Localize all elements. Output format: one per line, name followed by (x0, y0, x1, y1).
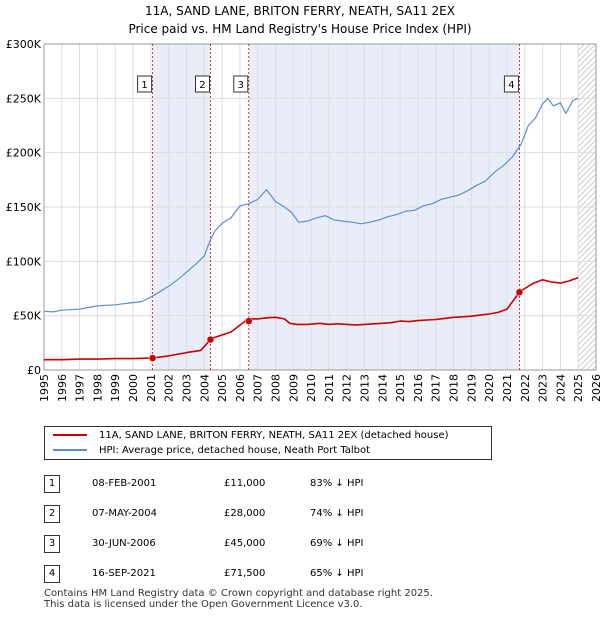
x-tick-label: 2009 (287, 374, 300, 402)
y-tick-label: £200K (6, 147, 42, 160)
x-tick-label: 1998 (91, 374, 104, 402)
x-tick-label: 2014 (376, 374, 389, 402)
sale-point (206, 335, 215, 344)
x-tick-label: 2024 (554, 374, 567, 402)
sale-number-badge: 3 (44, 535, 60, 553)
series-line-hpi (43, 97, 579, 313)
x-tick-label: 2018 (448, 374, 461, 402)
sale-point (245, 317, 253, 325)
sale-number-box-frame (137, 75, 153, 93)
sale-number-box: 1 (137, 75, 153, 93)
sale-row: 3 30-JUN-2006 £45,000 69% ↓ HPI (44, 535, 584, 553)
sale-point (148, 354, 157, 362)
legend-swatch-property (53, 434, 87, 436)
legend-label-hpi: HPI: Average price, detached house, Neat… (99, 445, 371, 456)
sale-number-label: 2 (199, 80, 205, 91)
x-tick-label: 2011 (323, 374, 336, 402)
sale-number-box-frame (194, 75, 210, 93)
series-line-property (44, 276, 579, 361)
sale-row: 1 08-FEB-2001 £11,000 83% ↓ HPI (44, 475, 584, 493)
legend-item-hpi: HPI: Average price, detached house, Neat… (53, 444, 370, 458)
sale-price: £28,000 (224, 508, 266, 519)
x-tick-label: 2004 (198, 374, 211, 402)
legend-label-property: 11A, SAND LANE, BRITON FERRY, NEATH, SA1… (99, 430, 449, 441)
x-tick-label: 2006 (234, 374, 247, 402)
x-tick-label: 2001 (145, 374, 158, 402)
legend: 11A, SAND LANE, BRITON FERRY, NEATH, SA1… (44, 426, 492, 460)
x-tick-label: 2008 (269, 374, 282, 402)
x-tick-label: 2015 (394, 374, 407, 402)
sale-number-badge: 2 (44, 505, 60, 523)
x-tick-label: 1995 (38, 374, 51, 402)
sale-number-badge: 1 (44, 475, 60, 493)
x-tick-label: 2020 (483, 374, 496, 402)
sale-number-box-frame (233, 75, 249, 93)
sale-hpi-diff: 83% ↓ HPI (310, 478, 364, 489)
y-tick-label: £300K (6, 38, 42, 51)
chart-title-line1: 11A, SAND LANE, BRITON FERRY, NEATH, SA1… (145, 4, 455, 18)
sale-number-label: 4 (508, 80, 514, 91)
plot-border (43, 43, 597, 371)
x-tick-label: 1996 (56, 374, 69, 402)
sale-hpi-diff: 65% ↓ HPI (310, 568, 364, 579)
y-tick-label: £100K (6, 255, 42, 268)
x-tick-label: 2022 (519, 374, 532, 402)
sale-price: £71,500 (224, 568, 266, 579)
sale-number-badge: 4 (44, 565, 60, 583)
x-tick-label: 2017 (430, 374, 443, 402)
x-tick-label: 2012 (341, 374, 354, 402)
x-tick-label: 2025 (572, 374, 585, 402)
sale-date: 08-FEB-2001 (92, 478, 157, 489)
y-tick-label: £150K (6, 201, 42, 214)
x-tick-label: 2000 (127, 374, 140, 402)
x-tick-label: 2010 (305, 374, 318, 402)
sale-hpi-diff: 74% ↓ HPI (310, 508, 364, 519)
sale-price: £45,000 (224, 538, 266, 549)
x-tick-label: 2026 (590, 374, 600, 402)
x-tick-label: 2016 (412, 374, 425, 402)
chart-title-line2: Price paid vs. HM Land Registry's House … (128, 22, 472, 36)
chart-title: 11A, SAND LANE, BRITON FERRY, NEATH, SA1… (0, 2, 600, 38)
x-tick-label: 2007 (252, 374, 265, 402)
y-tick-label: £50K (13, 310, 42, 323)
price-chart: £0 £50K £100K £150K £200K £250K £300K 1995 1996 1… (6, 38, 600, 402)
sale-point (515, 288, 524, 297)
x-tick-label: 2013 (359, 374, 372, 402)
x-tick-label: 2019 (465, 374, 478, 402)
y-tick-label: £250K (6, 92, 42, 105)
sale-date: 07-MAY-2004 (92, 508, 158, 519)
x-tick-label: 2002 (163, 374, 176, 402)
sale-number-label: 3 (238, 80, 244, 91)
footer-line1: Contains HM Land Registry data © Crown c… (44, 588, 433, 599)
y-tick-label: £0 (27, 364, 41, 377)
legend-item-property: 11A, SAND LANE, BRITON FERRY, NEATH, SA1… (53, 429, 449, 443)
sale-number-box-frame (503, 75, 519, 93)
x-tick-label: 1999 (109, 374, 122, 402)
legend-swatch-hpi (53, 449, 87, 451)
sale-row: 2 07-MAY-2004 £28,000 74% ↓ HPI (44, 505, 584, 523)
x-tick-label: 2023 (537, 374, 550, 402)
sale-hpi-diff: 69% ↓ HPI (310, 538, 364, 549)
x-tick-label: 2003 (180, 374, 193, 402)
x-tick-label: 1997 (74, 374, 87, 402)
footer-line2: This data is licensed under the Open Gov… (44, 599, 363, 610)
footer-attribution: Contains HM Land Registry data © Crown c… (44, 588, 433, 610)
sale-number-box: 4 (503, 75, 519, 93)
sale-number-label: 1 (141, 80, 147, 91)
sale-date: 30-JUN-2006 (92, 538, 156, 549)
sale-row: 4 16-SEP-2021 £71,500 65% ↓ HPI (44, 565, 584, 583)
sale-number-box: 2 (194, 75, 210, 93)
sale-date: 16-SEP-2021 (92, 568, 156, 579)
sale-price: £11,000 (224, 478, 266, 489)
sale-number-box: 3 (233, 75, 249, 93)
x-tick-label: 2005 (216, 374, 229, 402)
x-tick-label: 2021 (501, 374, 514, 402)
